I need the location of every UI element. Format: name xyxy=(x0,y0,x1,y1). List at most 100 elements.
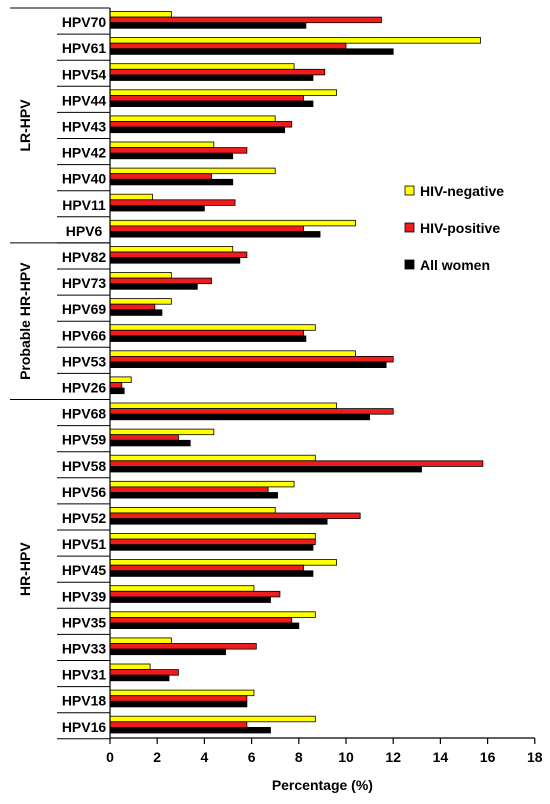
bar-all-women xyxy=(109,152,234,160)
bar-hiv-negative xyxy=(109,454,316,462)
category-label: HPV66 xyxy=(62,327,107,343)
bar-hiv-positive xyxy=(109,199,236,206)
bar-hiv-positive xyxy=(109,564,304,572)
bar-all-women xyxy=(109,570,314,577)
bar-hiv-positive xyxy=(109,669,179,676)
bar-hiv-positive xyxy=(109,382,123,389)
bar-hiv-positive xyxy=(109,95,304,102)
bar-hiv-negative xyxy=(109,585,255,592)
bar-hiv-positive xyxy=(109,251,248,258)
bar-hiv-positive xyxy=(109,460,484,467)
bar-hiv-negative xyxy=(109,350,356,357)
bar-hiv-negative xyxy=(109,506,276,514)
category-label: HPV56 xyxy=(62,484,107,500)
group-label-0: LR-HPV xyxy=(17,99,33,152)
bar-hiv-negative xyxy=(109,272,172,279)
x-tick-label: 14 xyxy=(433,749,449,765)
x-tick-label: 4 xyxy=(201,749,209,765)
bar-all-women xyxy=(109,518,328,525)
bar-hiv-negative xyxy=(109,689,255,697)
bar-all-women xyxy=(109,74,314,81)
bar-all-women xyxy=(109,674,170,682)
bar-all-women xyxy=(109,48,394,55)
category-label: HPV43 xyxy=(62,118,107,134)
group-label-2: HR-HPV xyxy=(17,542,33,596)
bar-hiv-positive xyxy=(109,173,212,180)
category-label: HPV69 xyxy=(62,301,107,317)
bar-all-women xyxy=(109,648,227,656)
bar-hiv-positive xyxy=(109,329,304,337)
bar-all-women xyxy=(109,465,422,473)
category-label: HPV61 xyxy=(62,40,107,56)
bar-hiv-positive xyxy=(109,355,394,363)
x-tick-label: 8 xyxy=(295,749,303,765)
legend-swatch xyxy=(404,185,415,196)
x-tick-label: 18 xyxy=(527,749,543,765)
bar-hiv-positive xyxy=(109,434,179,441)
legend-label: All women xyxy=(420,257,490,273)
bar-hiv-positive xyxy=(109,486,269,493)
category-label: HPV52 xyxy=(62,510,107,526)
x-tick-label: 6 xyxy=(248,749,256,765)
bar-all-women xyxy=(109,361,387,368)
category-label: HPV33 xyxy=(62,640,107,656)
bar-hiv-negative xyxy=(109,37,481,44)
bar-hiv-negative xyxy=(109,480,295,488)
category-label: HPV40 xyxy=(62,171,107,187)
bar-hiv-negative xyxy=(109,428,215,436)
bar-hiv-negative xyxy=(109,298,172,305)
bar-hiv-positive xyxy=(109,721,248,728)
category-label: HPV70 xyxy=(62,14,107,30)
bar-all-women xyxy=(109,727,271,734)
category-label: HPV53 xyxy=(62,353,107,369)
bar-all-women xyxy=(109,622,300,629)
bar-hiv-negative xyxy=(109,637,172,644)
category-label: HPV68 xyxy=(62,406,107,422)
bar-all-women xyxy=(109,231,321,238)
x-axis-title: Percentage (%) xyxy=(272,777,373,793)
bar-all-women xyxy=(109,204,205,212)
bar-hiv-positive xyxy=(109,617,293,624)
category-label: HPV58 xyxy=(62,458,107,474)
category-label: HPV59 xyxy=(62,432,107,448)
bar-hiv-positive xyxy=(109,42,347,50)
category-label: HPV11 xyxy=(62,197,106,213)
x-tick-label: 0 xyxy=(106,749,114,765)
bar-hiv-positive xyxy=(109,408,394,415)
bar-hiv-negative xyxy=(109,167,276,175)
legend-swatch xyxy=(404,222,415,233)
category-label: HPV26 xyxy=(62,379,107,395)
group-label-1: Probable HR-HPV xyxy=(17,262,33,380)
bar-all-women xyxy=(109,100,314,107)
bar-hiv-positive xyxy=(109,225,304,232)
bar-hiv-negative xyxy=(109,141,215,148)
bar-hiv-positive xyxy=(109,68,326,76)
category-label: HPV39 xyxy=(62,588,107,604)
category-label: HPV45 xyxy=(62,562,107,578)
category-label: HPV35 xyxy=(62,614,107,630)
category-label: HPV51 xyxy=(62,536,107,552)
category-label: HPV18 xyxy=(62,693,107,709)
bar-hiv-negative xyxy=(109,63,295,70)
bar-hiv-negative xyxy=(109,402,337,409)
legend-label: HIV-negative xyxy=(420,183,504,199)
bar-hiv-negative xyxy=(109,193,153,201)
bar-all-women xyxy=(109,544,314,551)
x-tick-label: 16 xyxy=(480,749,496,765)
bar-hiv-positive xyxy=(109,590,281,598)
bar-hiv-negative xyxy=(109,11,172,18)
bar-all-women xyxy=(109,700,248,708)
bar-all-women xyxy=(109,283,198,290)
bar-hiv-negative xyxy=(109,376,132,383)
bar-hiv-positive xyxy=(109,147,248,154)
bar-hiv-negative xyxy=(109,324,316,331)
bar-hiv-negative xyxy=(109,219,356,227)
category-label: HPV73 xyxy=(62,275,107,291)
bar-hiv-positive xyxy=(109,16,382,24)
bar-hiv-negative xyxy=(109,533,316,540)
bar-all-women xyxy=(109,257,241,264)
category-label: HPV54 xyxy=(62,66,107,82)
legend-swatch xyxy=(404,259,415,270)
